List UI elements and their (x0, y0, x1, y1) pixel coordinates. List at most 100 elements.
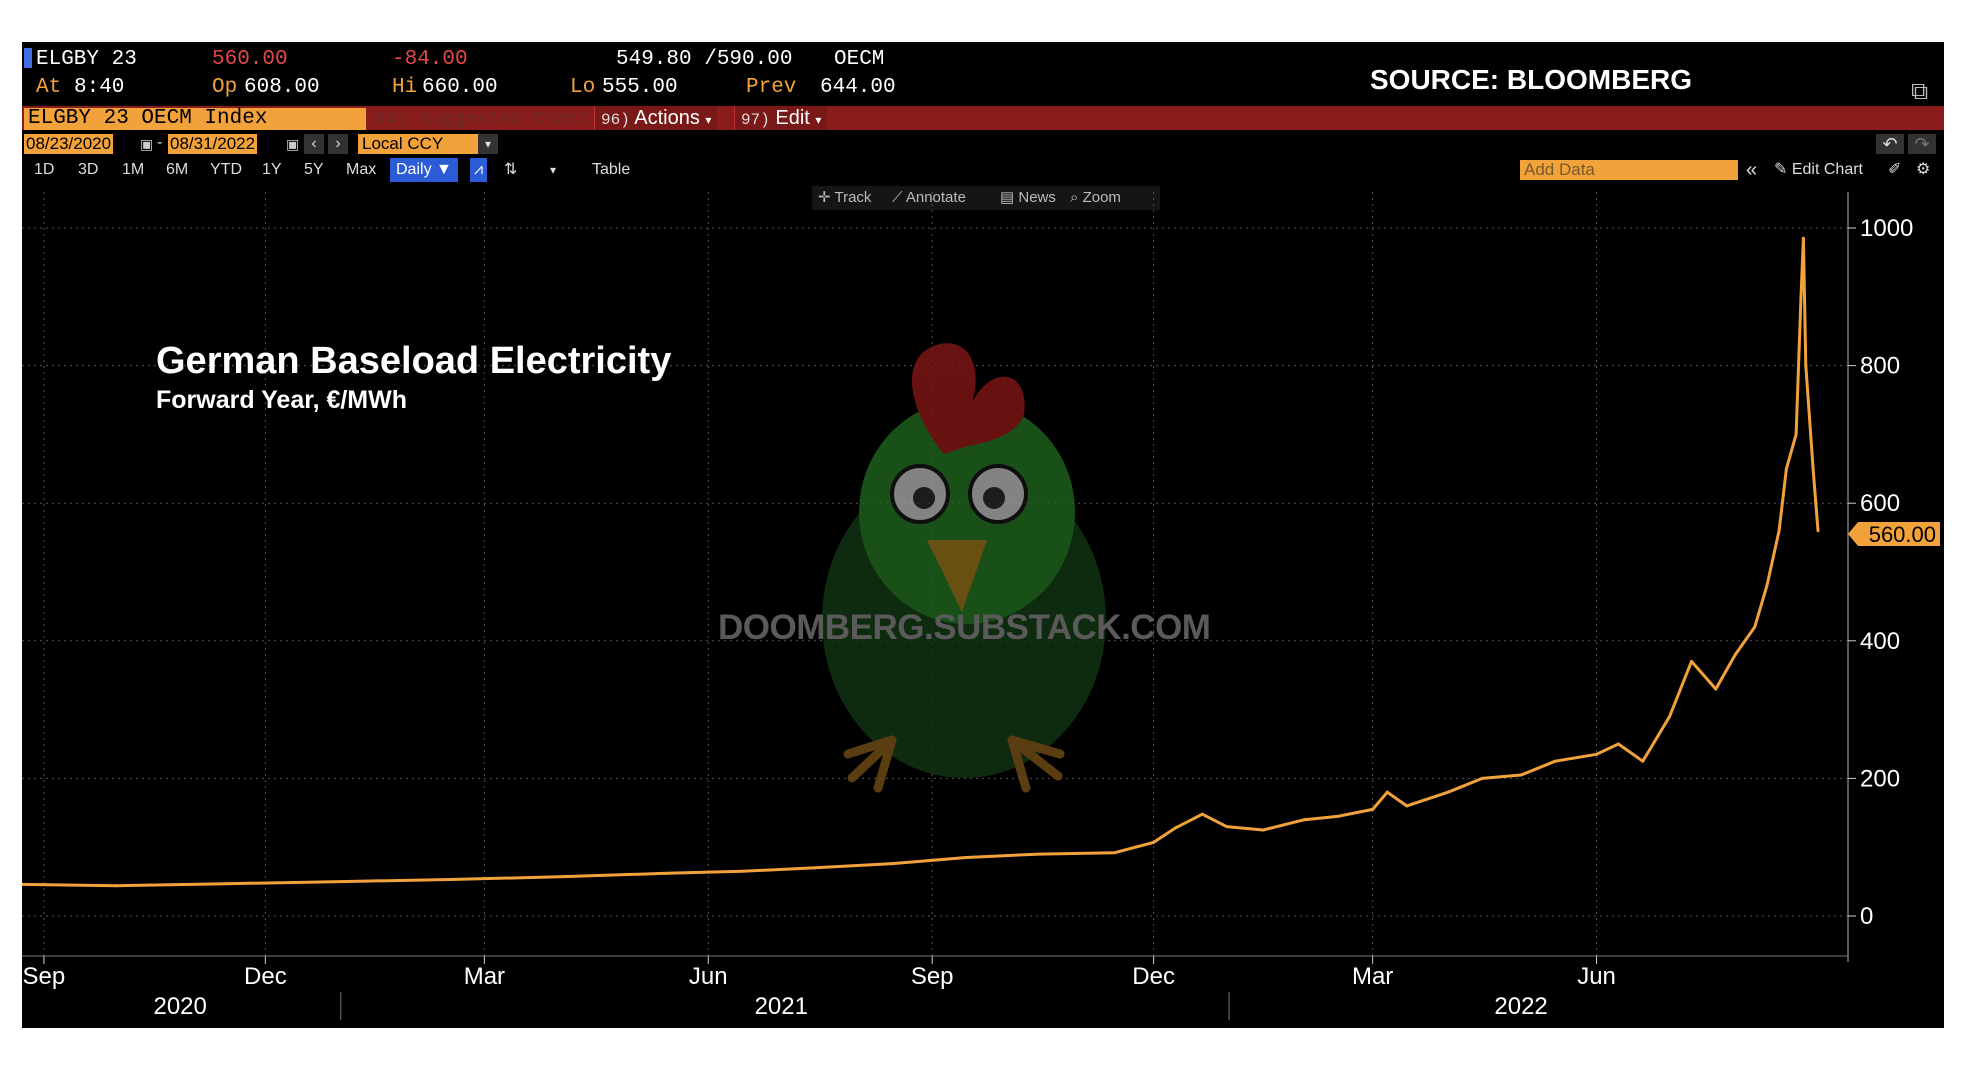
zoom-tool[interactable]: ⌕ Zoom (1070, 186, 1121, 210)
date-separator: - (157, 134, 163, 151)
period-ytd[interactable]: YTD (210, 161, 242, 178)
prev-period-button[interactable]: ‹ (304, 134, 324, 154)
high-price: 660.00 (422, 76, 498, 99)
y-tick-label: 800 (1860, 353, 1900, 380)
crosshair-icon: ✛ (818, 189, 831, 206)
open-price: 608.00 (244, 76, 320, 99)
redo-icon[interactable]: ↷ (1908, 134, 1936, 154)
x-tick-label: Jun (1577, 963, 1616, 990)
suggested-charts-label: Suggested Charts (419, 108, 603, 130)
security-field[interactable]: ELGBY 23 OECM Index (24, 108, 366, 130)
calendar-icon[interactable]: ▣ (140, 136, 154, 152)
edit-chart-button[interactable]: ✎ Edit Chart (1774, 158, 1863, 182)
x-tick-label: Dec (1132, 963, 1175, 990)
data-point (1480, 776, 1484, 780)
edit-label: Edit (775, 107, 810, 129)
data-point (1037, 852, 1041, 856)
quote-header: ELGBY 23 560.00 -84.00 549.80 /590.00 OE… (22, 42, 1944, 105)
data-point (1714, 687, 1718, 691)
pencil-icon: ✎ (1774, 161, 1788, 178)
price-series-line (22, 236, 1820, 888)
annotate-tool[interactable]: ⟋ Annotate (892, 186, 966, 210)
ticker: ELGBY 23 (36, 48, 137, 71)
data-point (448, 878, 452, 882)
price-chart[interactable]: 0 200 400 600 800 1000 Sep Dec Mar Jun Sep Dec Mar J… (22, 42, 1944, 1028)
currency-caret-icon[interactable]: ▾ (478, 134, 498, 154)
prev-label: Prev (746, 76, 797, 99)
data-point (339, 880, 343, 884)
annotate-icon: ⟋ (892, 189, 903, 206)
period-1d[interactable]: 1D (34, 161, 55, 178)
low-label: Lo (570, 76, 596, 99)
data-point (1753, 625, 1757, 629)
period-3d[interactable]: 3D (78, 161, 99, 178)
data-point (1553, 759, 1557, 763)
at-time: 8:40 (74, 76, 125, 99)
chart-type-caret-icon[interactable]: ▾ (550, 163, 557, 177)
low-price: 555.00 (602, 76, 678, 99)
period-max[interactable]: Max (346, 161, 377, 178)
line-chart-icon[interactable]: ⩘ (470, 158, 488, 182)
start-date-input[interactable]: 08/23/2020 (24, 134, 114, 154)
track-tool[interactable]: ✛ Track (818, 186, 871, 210)
data-point (1337, 814, 1341, 818)
date-range-row: 08/23/2020 ▣ - 08/31/2022 ▣ ‹ › Local CC… (22, 134, 1944, 156)
actions-menu[interactable]: 96) Actions ▾ (594, 106, 718, 130)
x-tick-label: Sep (23, 963, 66, 990)
data-point (558, 875, 562, 879)
add-data-input[interactable]: Add Data (1520, 160, 1738, 180)
gear-icon[interactable]: ⚙ (1916, 161, 1931, 178)
prev-price: 644.00 (820, 76, 896, 99)
edit-menu[interactable]: 97) Edit ▾ (734, 106, 828, 130)
period-1m[interactable]: 1M (122, 161, 145, 178)
data-point (1303, 818, 1307, 822)
data-point (1616, 742, 1620, 746)
last-value-tag: 560.00 (1848, 522, 1940, 547)
frequency-select[interactable]: Daily ▼ (390, 158, 458, 182)
last-price: 560.00 (212, 48, 288, 71)
news-tool[interactable]: ▤ News (1000, 186, 1056, 210)
bloomberg-terminal-frame: ELGBY 23 560.00 -84.00 549.80 /590.00 OE… (22, 42, 1944, 1028)
table-button[interactable]: Table (592, 161, 631, 178)
y-tick-label: 400 (1860, 628, 1900, 655)
period-5y[interactable]: 5Y (304, 161, 324, 178)
data-point (1689, 659, 1693, 663)
data-point (1816, 529, 1820, 533)
data-point (1804, 364, 1808, 368)
next-period-button[interactable]: › (328, 134, 348, 154)
period-6m[interactable]: 6M (166, 161, 189, 178)
chart-toolbar: 1D 3D 1M 6M YTD 1Y 5Y Max Daily ▼ ⩘ ⇅ ▾ … (22, 158, 1944, 182)
popout-icon[interactable]: ⧉ (1911, 78, 1929, 105)
source-caption: SOURCE: BLOOMBERG (1370, 64, 1692, 95)
data-point (1371, 807, 1375, 811)
data-point (1519, 773, 1523, 777)
data-point (1174, 826, 1178, 830)
x-axis-ticks: Sep Dec Mar Jun Sep Dec Mar Jun 2020 2021 2022 (22, 955, 1848, 1020)
edit-icon[interactable]: ✐ (1888, 161, 1902, 178)
bar-chart-icon[interactable]: ⇅ (504, 161, 518, 178)
currency-select[interactable]: Local CCY (358, 134, 478, 154)
suggested-charts-menu[interactable]: 94) Suggested Charts (374, 108, 602, 130)
end-date-input[interactable]: 08/31/2022 (168, 134, 258, 154)
data-point (1784, 467, 1788, 471)
x-year-label: 2021 (755, 993, 808, 1020)
edit-chart-label: Edit Chart (1791, 161, 1863, 178)
undo-icon[interactable]: ↶ (1876, 134, 1904, 154)
track-label: Track (834, 189, 872, 206)
period-1y[interactable]: 1Y (262, 161, 282, 178)
data-point (1733, 653, 1737, 657)
data-point (1668, 714, 1672, 718)
data-point (1595, 752, 1599, 756)
at-label: At (36, 76, 62, 99)
data-point (224, 882, 228, 886)
zoom-icon: ⌕ (1070, 189, 1079, 206)
data-point (1794, 432, 1798, 436)
watermark-text: DOOMBERG.SUBSTACK.COM (718, 608, 1211, 647)
calendar-icon[interactable]: ▣ (286, 136, 300, 152)
data-points (22, 236, 1820, 888)
y-tick-label: 200 (1860, 765, 1900, 792)
collapse-icon[interactable]: « (1746, 159, 1758, 181)
data-point (813, 866, 817, 870)
frequency-caret-icon: ▼ (436, 161, 452, 178)
x-tick-label: Dec (244, 963, 287, 990)
